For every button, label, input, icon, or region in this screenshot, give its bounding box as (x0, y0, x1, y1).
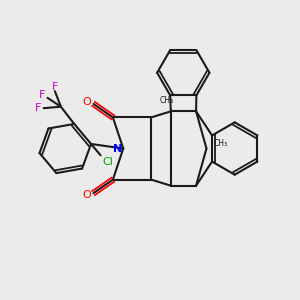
Text: CH₃: CH₃ (214, 139, 228, 148)
Text: CH₃: CH₃ (159, 97, 173, 106)
Text: N: N (113, 143, 122, 154)
Text: Cl: Cl (103, 158, 114, 167)
Text: F: F (39, 90, 45, 100)
Text: O: O (82, 190, 91, 200)
Text: F: F (52, 82, 59, 92)
Text: F: F (35, 103, 41, 113)
Text: O: O (82, 97, 91, 106)
